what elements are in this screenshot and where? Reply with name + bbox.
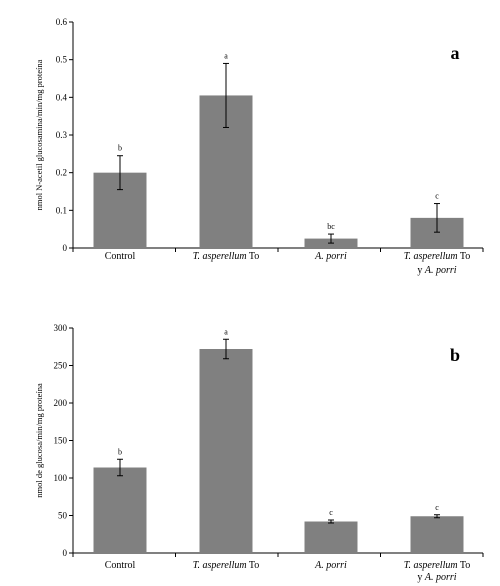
error-bar <box>223 338 229 360</box>
error-bar <box>117 458 123 477</box>
category-label-line2: y A. porri <box>417 265 456 276</box>
y-tick-label: 300 <box>54 323 68 333</box>
y-tick-label: 100 <box>54 473 68 483</box>
category-label: Control <box>105 560 136 571</box>
category-label-part: T. asperellum <box>404 560 458 571</box>
significance-letter: c <box>435 503 439 512</box>
y-tick-label: 0.4 <box>56 92 68 102</box>
significance-letter: b <box>118 144 122 153</box>
significance-letter: c <box>435 192 439 201</box>
chart-b: 0 50 100 150 200 250 300 b Control a T. asperellum… <box>34 323 484 583</box>
y-tick-label: 0.3 <box>56 130 68 140</box>
category-label-part: To <box>458 560 471 571</box>
y-tick-label: 200 <box>54 398 68 408</box>
category-label: T. asperellum To <box>193 251 260 262</box>
y-tick-label: 0.2 <box>56 168 67 178</box>
category-label: T. asperellum To <box>193 560 260 571</box>
category-label: A. porri <box>314 560 347 571</box>
y-axis-title: nmol N-acetil glucosamina/min/mg proteín… <box>34 59 44 210</box>
category-label-part: A. porri <box>314 560 347 571</box>
y-tick-label: 0.5 <box>56 55 68 65</box>
category-label-part: T. asperellum <box>193 251 247 262</box>
y-tick-label: 0 <box>63 243 68 253</box>
category-label-part: T. asperellum <box>193 560 247 571</box>
category-label-part: T. asperellum <box>404 251 458 262</box>
y-tick-label: 0 <box>63 548 68 558</box>
error-bar <box>434 203 440 233</box>
y-tick-label: 150 <box>54 436 68 446</box>
error-bar <box>434 514 440 519</box>
y-tick-label: 0.6 <box>56 17 68 27</box>
bar <box>93 467 147 553</box>
chart-a: 0 0.1 0.2 0.3 0.4 0.5 0.6 b Control a T. asperellu… <box>34 17 484 276</box>
bar <box>304 521 358 553</box>
error-bar <box>223 62 229 128</box>
category-label-part: To <box>247 251 260 262</box>
category-label: Control <box>105 251 136 262</box>
category-label: T. asperellum To <box>404 560 471 571</box>
category-label-line2: y A. porri <box>417 572 456 583</box>
bar <box>410 516 464 553</box>
significance-letter: b <box>118 447 122 456</box>
category-label-part: Control <box>105 560 136 571</box>
error-bar <box>328 233 334 244</box>
y-tick-label: 0.1 <box>56 205 67 215</box>
category-label: A. porri <box>314 251 347 262</box>
category-label-part: To <box>458 251 471 262</box>
error-bar <box>117 155 123 191</box>
category-label-part: A. porri <box>424 572 457 583</box>
category-label-part: y <box>417 265 425 276</box>
y-tick-label: 250 <box>54 361 68 371</box>
category-label-part: A. porri <box>424 265 457 276</box>
bar <box>199 349 253 553</box>
category-label-part: A. porri <box>314 251 347 262</box>
category-label-part: y <box>417 572 425 583</box>
error-bar <box>328 519 334 524</box>
significance-letter: a <box>224 327 228 336</box>
y-axis-title: nmol de glucosa/min/mg proteína <box>34 383 44 498</box>
category-label-part: Control <box>105 251 136 262</box>
category-label: T. asperellum To <box>404 251 471 262</box>
category-label-part: To <box>247 560 260 571</box>
panel-label: b <box>450 345 460 365</box>
significance-letter: bc <box>327 222 335 231</box>
y-tick-label: 50 <box>58 511 68 521</box>
panel-label: a <box>451 43 460 63</box>
significance-letter: c <box>329 508 333 517</box>
significance-letter: a <box>224 51 228 60</box>
